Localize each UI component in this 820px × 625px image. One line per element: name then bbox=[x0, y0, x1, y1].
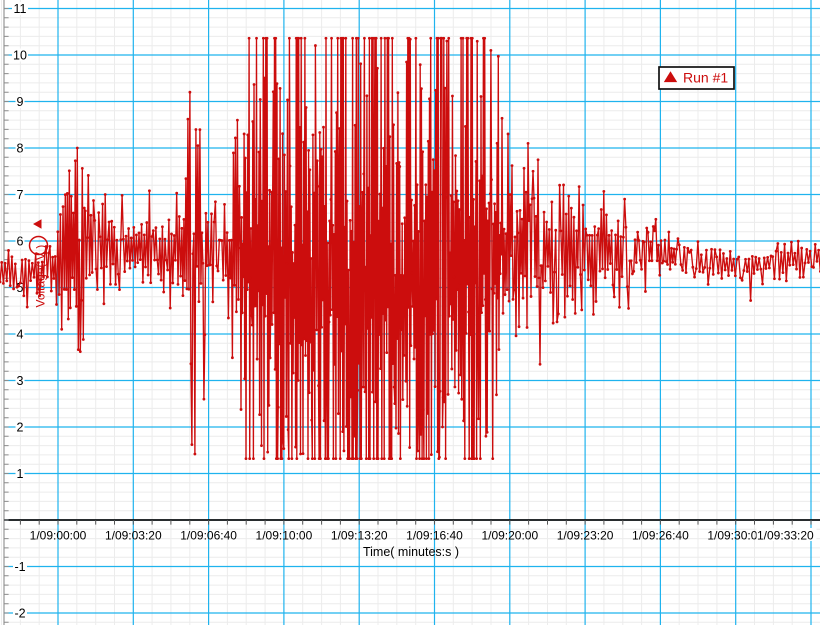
svg-text:1/09:26:40: 1/09:26:40 bbox=[632, 529, 689, 543]
svg-text:Run #1: Run #1 bbox=[683, 70, 728, 86]
svg-text:1/09:33:20: 1/09:33:20 bbox=[757, 529, 814, 543]
svg-text:11: 11 bbox=[14, 2, 27, 16]
svg-text:2: 2 bbox=[17, 421, 24, 435]
svg-text:3: 3 bbox=[17, 374, 24, 388]
svg-text:1/09:13:20: 1/09:13:20 bbox=[331, 529, 388, 543]
svg-text:Time( minutes:s ): Time( minutes:s ) bbox=[363, 545, 459, 559]
svg-text:1/09:30:00: 1/09:30:00 bbox=[707, 529, 764, 543]
svg-text:-2: -2 bbox=[14, 607, 25, 621]
svg-text:1/09:10:00: 1/09:10:00 bbox=[256, 529, 313, 543]
svg-text:-1: -1 bbox=[14, 560, 25, 574]
svg-text:1/09:20:00: 1/09:20:00 bbox=[481, 529, 538, 543]
svg-text:5: 5 bbox=[17, 281, 24, 295]
svg-text:7: 7 bbox=[17, 188, 24, 202]
svg-text:1: 1 bbox=[17, 467, 24, 481]
svg-text:1/09:03:20: 1/09:03:20 bbox=[105, 529, 162, 543]
svg-text:6: 6 bbox=[17, 235, 24, 249]
svg-text:10: 10 bbox=[13, 49, 27, 63]
svg-text:4: 4 bbox=[17, 328, 24, 342]
svg-text:9: 9 bbox=[17, 95, 24, 109]
svg-text:1/09:23:20: 1/09:23:20 bbox=[557, 529, 614, 543]
svg-text:1/09:00:00: 1/09:00:00 bbox=[30, 529, 87, 543]
svg-text:8: 8 bbox=[17, 142, 24, 156]
svg-text:1/09:16:40: 1/09:16:40 bbox=[406, 529, 463, 543]
svg-text:1/09:06:40: 1/09:06:40 bbox=[180, 529, 237, 543]
